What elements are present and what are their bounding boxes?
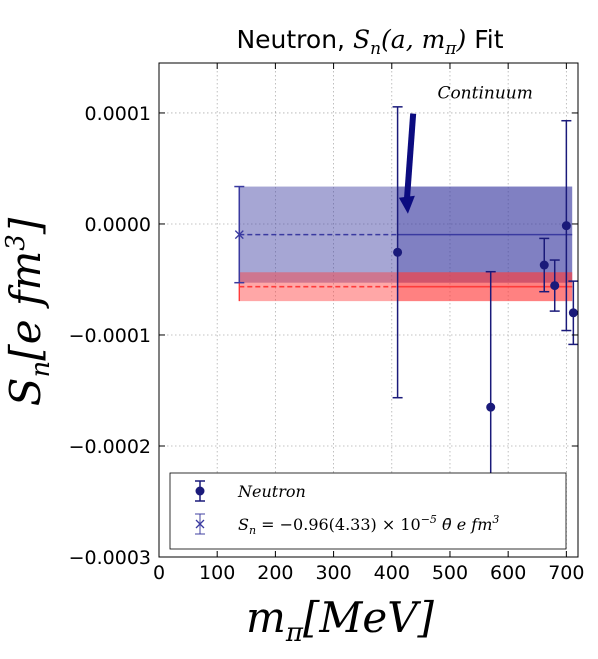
continuum-label: Continuum	[437, 84, 532, 104]
legend-box	[169, 472, 567, 550]
y-axis-ticks: 0.0001 0.0000 −0.0001 −0.0002 −0.0003	[69, 103, 578, 569]
x-tick-label: 100	[199, 562, 235, 584]
y-tick-label: 0.0001	[85, 103, 151, 125]
legend-fit-marker	[195, 513, 205, 535]
y-tick-label: 0.0000	[85, 214, 151, 236]
data-point	[539, 260, 549, 270]
data-point	[550, 281, 560, 291]
data-point	[393, 247, 403, 257]
plot-frame	[158, 62, 579, 558]
continuum-arrow-shaft	[403, 113, 417, 200]
data-point	[568, 308, 578, 318]
x-tick-label: 400	[374, 562, 410, 584]
x-tick-label: 600	[490, 562, 526, 584]
x-axis-label: mπ[MeV]	[246, 593, 434, 648]
chart-title: Neutron, Sn(a, mπ) Fit	[236, 25, 503, 59]
legend-neutron-marker	[195, 480, 205, 502]
y-tick-label: −0.0002	[69, 436, 151, 458]
data-point	[486, 402, 496, 412]
data-point	[561, 221, 571, 231]
x-axis-ticks: 0 100 200 300 400 500 600 700	[153, 63, 584, 584]
legend-fit-label: Sn = −0.96(4.33) × 10−5 θ̄ e fm3	[238, 513, 499, 537]
y-axis-label: Sn[e fm3]	[1, 217, 56, 406]
x-tick-label: 300	[315, 562, 351, 584]
legend: Neutron Sn = −0.96(4.33) × 10−5 θ̄ e fm3	[169, 472, 567, 550]
x-tick-label: 500	[432, 562, 468, 584]
continuum-annotation: Continuum	[398, 84, 533, 214]
x-tick-label: 0	[153, 562, 165, 584]
legend-neutron-label: Neutron	[237, 482, 306, 501]
y-tick-label: −0.0003	[69, 547, 151, 569]
continuum-arrow-head	[398, 195, 415, 214]
x-tick-label: 200	[257, 562, 293, 584]
y-tick-label: −0.0001	[69, 325, 151, 347]
data-point-x	[234, 230, 244, 240]
x-tick-label: 700	[548, 562, 584, 584]
